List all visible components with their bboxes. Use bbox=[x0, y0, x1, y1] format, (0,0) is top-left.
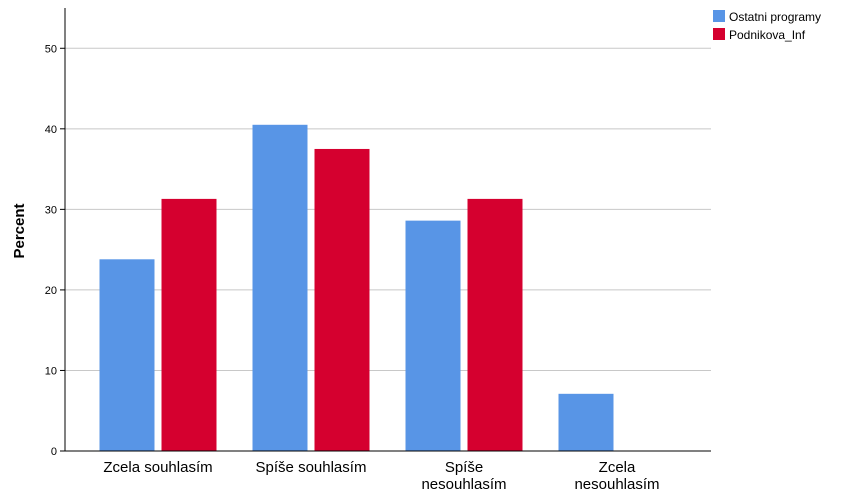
bar-ostatni-programy bbox=[99, 259, 155, 451]
x-tick-label: Spíše nesouhlasím bbox=[421, 459, 506, 493]
y-tick-label: 50 bbox=[45, 43, 57, 55]
x-tick-label-line: nesouhlasím bbox=[421, 476, 506, 493]
x-tick-label: Zcela nesouhlasím bbox=[574, 459, 659, 493]
x-axis-labels: Zcela souhlasím Spíše souhlasím Spíše nesou… bbox=[103, 459, 659, 493]
bar-ostatni-programy bbox=[558, 393, 614, 451]
y-axis-title: Percent bbox=[11, 203, 28, 258]
y-tick-label: 30 bbox=[45, 204, 57, 216]
legend: Ostatni programy Podnikova_Inf bbox=[713, 10, 821, 42]
bar-podnikova-inf bbox=[161, 198, 217, 451]
bar-ostatni-programy bbox=[405, 220, 461, 451]
y-tick-label: 0 bbox=[51, 446, 57, 458]
legend-swatch bbox=[713, 10, 725, 22]
legend-label: Ostatni programy bbox=[729, 10, 821, 24]
x-tick-label-line: Spíše souhlasím bbox=[256, 459, 367, 476]
x-tick-label-line: Zcela bbox=[599, 459, 636, 476]
x-tick-label-line: Zcela souhlasím bbox=[103, 459, 212, 476]
legend-label: Podnikova_Inf bbox=[729, 28, 806, 42]
x-tick-label: Spíše souhlasím bbox=[256, 459, 367, 476]
y-tick-label: 40 bbox=[45, 124, 57, 136]
x-tick-label-line: nesouhlasím bbox=[574, 476, 659, 493]
x-tick-label: Zcela souhlasím bbox=[103, 459, 212, 476]
y-axis-ticks: 0 10 20 30 40 50 bbox=[45, 43, 65, 458]
legend-swatch bbox=[713, 28, 725, 40]
bar-podnikova-inf bbox=[314, 148, 370, 452]
y-tick-label: 20 bbox=[45, 285, 57, 297]
y-tick-label: 10 bbox=[45, 365, 57, 377]
bar-podnikova-inf bbox=[467, 198, 523, 451]
bars bbox=[99, 124, 614, 452]
x-tick-label-line: Spíše bbox=[445, 459, 483, 476]
bar-ostatni-programy bbox=[252, 124, 308, 452]
